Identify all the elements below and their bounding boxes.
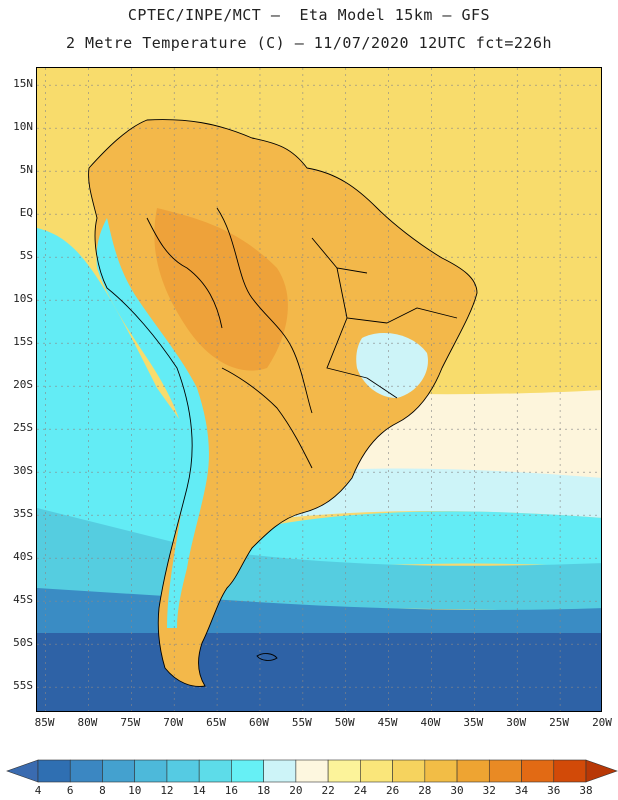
- colorbar-tick-label: 26: [385, 784, 400, 797]
- colorbar-tick-label: 30: [450, 784, 464, 797]
- colorbar-swatch: [521, 759, 555, 783]
- lat-tick-label: 50S: [13, 636, 33, 650]
- lon-tick-label: 75W: [120, 716, 141, 729]
- lat-tick-label: 15S: [13, 335, 33, 349]
- lon-tick-label: 45W: [377, 716, 398, 729]
- colorbar-swatch: [585, 759, 618, 783]
- temperature-map-svg: [37, 68, 601, 711]
- lon-tick-label: 25W: [549, 716, 570, 729]
- colorbar-swatch: [231, 759, 264, 783]
- colorbar-tick-label: 24: [353, 784, 367, 797]
- lon-tick-label: 55W: [291, 716, 312, 729]
- lat-tick-label: EQ: [19, 206, 33, 220]
- colorbar: [6, 759, 618, 783]
- colorbar-tick-label: 16: [224, 784, 239, 797]
- lon-tick-label: 40W: [420, 716, 441, 729]
- colorbar-swatch: [488, 759, 522, 783]
- ocean-band-cyan: [37, 228, 601, 568]
- lat-tick-label: 5N: [19, 163, 33, 177]
- colorbar-tick-label: 12: [160, 784, 174, 797]
- colorbar-swatch: [6, 759, 39, 783]
- lat-tick-label: 10S: [13, 292, 33, 306]
- colorbar-tick-label: 32: [482, 784, 496, 797]
- colorbar-swatch: [456, 759, 490, 783]
- colorbar-swatch: [263, 759, 297, 783]
- colorbar-tick-label: 8: [99, 784, 106, 797]
- lon-tick-label: 50W: [334, 716, 355, 729]
- chart-title-line1: CPTEC/INPE/MCT – Eta Model 15km – GFS: [127, 6, 491, 24]
- colorbar-swatch: [102, 759, 136, 783]
- lat-tick-label: 45S: [13, 593, 33, 607]
- border-andean: [146, 217, 223, 329]
- colorbar-swatch: [166, 759, 200, 783]
- lon-tick-label: 65W: [206, 716, 227, 729]
- lon-tick-label: 20W: [592, 716, 612, 729]
- coastline: [88, 119, 478, 687]
- lon-tick-label: 80W: [77, 716, 98, 729]
- lon-tick-label: 35W: [463, 716, 484, 729]
- colorbar-tick-label: 18: [257, 784, 271, 797]
- land-hot-interior: [154, 208, 288, 371]
- lon-tick-label: 70W: [163, 716, 184, 729]
- lat-tick-label: 10N: [13, 120, 33, 134]
- colorbar-swatch: [198, 759, 232, 783]
- andes-highlands: [96, 218, 209, 628]
- border-states: [311, 237, 458, 399]
- lat-tick-label: 40S: [13, 550, 33, 564]
- falkland-islands: [256, 653, 278, 661]
- colorbar-swatch: [295, 759, 329, 783]
- chart-title-line2: 2 Metre Temperature (C) – 11/07/2020 12U…: [65, 34, 553, 52]
- colorbar-swatch: [37, 759, 71, 783]
- colorbar-swatch: [392, 759, 426, 783]
- temperature-map: [36, 67, 602, 712]
- lat-tick-label: 35S: [13, 507, 33, 521]
- lon-tick-label: 60W: [249, 716, 269, 729]
- colorbar-swatch: [424, 759, 458, 783]
- lon-tick-label: 30W: [506, 716, 527, 729]
- colorbar-swatch: [134, 759, 168, 783]
- colorbar-tick-label: 20: [289, 784, 303, 797]
- lat-tick-label: 15N: [13, 77, 33, 91]
- colorbar-tick-label: 10: [128, 784, 142, 797]
- lat-tick-label: 20S: [13, 378, 33, 392]
- colorbar-tick-label: 6: [66, 784, 74, 797]
- colorbar-tick-label: 14: [192, 784, 206, 797]
- colorbar-tick-label: 28: [418, 784, 432, 797]
- country-borders: [88, 119, 478, 687]
- lon-tick-label: 85W: [34, 716, 55, 729]
- colorbar-tick-label: 4: [34, 784, 42, 797]
- colorbar-tick-label: 36: [547, 784, 561, 797]
- brazil-highland-cool-spot: [356, 333, 428, 398]
- colorbar-swatch: [327, 759, 361, 783]
- colorbar-swatch: [360, 759, 393, 783]
- lat-tick-label: 55S: [13, 679, 33, 693]
- colorbar-tick-label: 34: [514, 784, 529, 797]
- colorbar-swatch: [69, 759, 103, 783]
- border-brazil-west: [216, 207, 313, 414]
- lat-tick-label: 30S: [13, 464, 33, 478]
- lat-tick-label: 5S: [19, 249, 33, 263]
- colorbar-tick-label: 22: [321, 784, 335, 797]
- lat-tick-label: 25S: [13, 421, 33, 435]
- colorbar-swatch: [553, 759, 587, 783]
- colorbar-tick-label: 38: [579, 784, 593, 797]
- border-south: [221, 367, 313, 469]
